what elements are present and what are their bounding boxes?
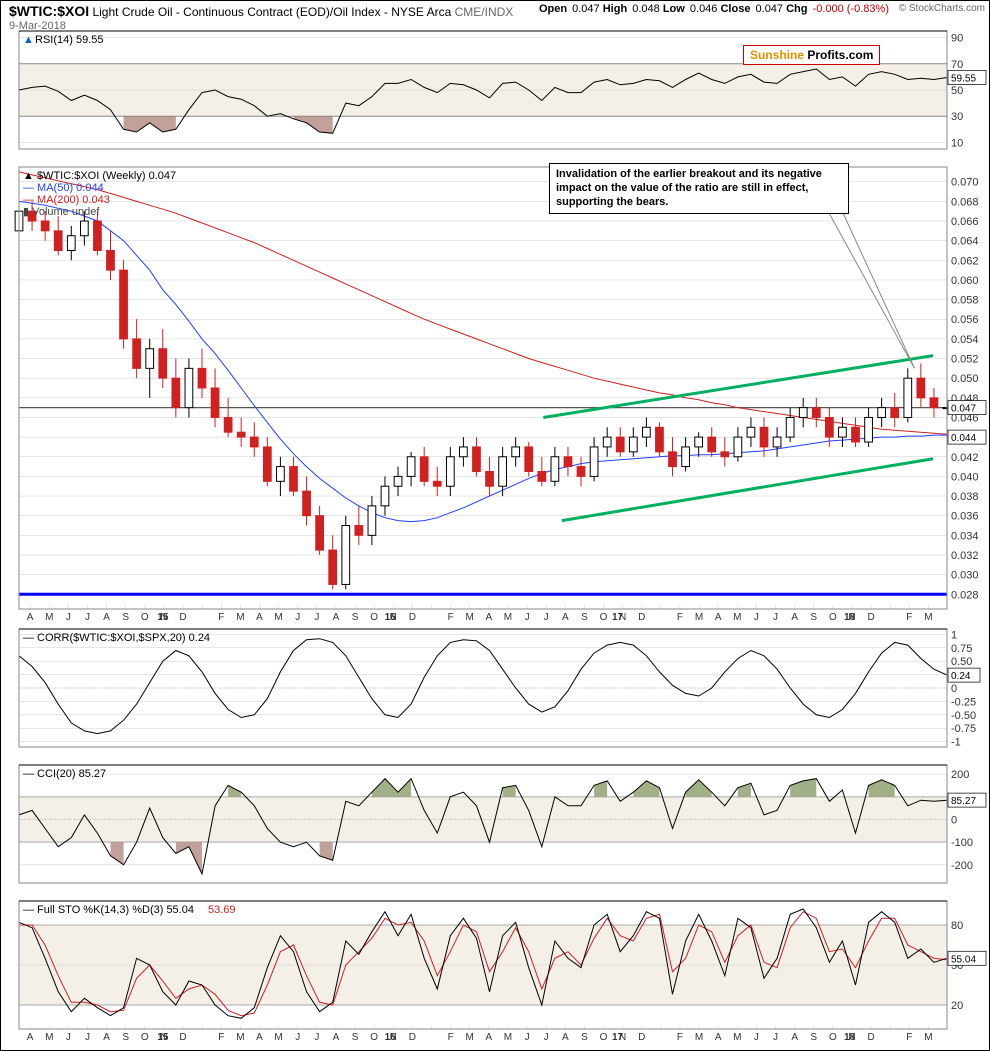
svg-text:D: D (867, 1032, 874, 1043)
svg-text:D: D (179, 1032, 186, 1043)
svg-text:— Full STO %K(14,3) %D(3) 55.0: — Full STO %K(14,3) %D(3) 55.04 (23, 904, 194, 916)
svg-text:M: M (274, 1032, 282, 1043)
svg-text:S: S (122, 1032, 129, 1043)
svg-text:J: J (66, 1032, 71, 1043)
svg-text:53.69: 53.69 (208, 904, 236, 916)
brand-watermark: Sunshine Profits.com (743, 45, 880, 65)
svg-text:J: J (525, 1032, 530, 1043)
svg-text:M: M (924, 1032, 932, 1043)
svg-text:J: J (295, 1032, 300, 1043)
svg-text:M: M (45, 1032, 53, 1043)
svg-text:O: O (370, 1032, 378, 1043)
svg-text:80: 80 (951, 920, 963, 932)
svg-text:A: A (715, 1032, 722, 1043)
svg-text:D: D (409, 1032, 416, 1043)
sto-panel: 205080— Full STO %K(14,3) %D(3) 55.0453.… (1, 1, 990, 1051)
svg-text:A: A (486, 1032, 493, 1043)
svg-text:16: 16 (385, 1032, 397, 1043)
svg-text:S: S (810, 1032, 817, 1043)
svg-text:J: J (85, 1032, 90, 1043)
svg-text:J: J (314, 1032, 319, 1043)
svg-text:M: M (695, 1032, 703, 1043)
svg-text:A: A (256, 1032, 263, 1043)
svg-text:S: S (581, 1032, 588, 1043)
svg-text:M: M (733, 1032, 741, 1043)
svg-text:J: J (773, 1032, 778, 1043)
svg-text:A: A (333, 1032, 340, 1043)
svg-text:O: O (829, 1032, 837, 1043)
svg-text:A: A (791, 1032, 798, 1043)
annotation-callout: Invalidation of the earlier breakout and… (549, 163, 849, 214)
svg-text:A: A (562, 1032, 569, 1043)
svg-text:20: 20 (951, 1000, 963, 1012)
svg-text:55.04: 55.04 (951, 954, 976, 965)
svg-text:15: 15 (157, 1032, 169, 1043)
svg-text:18: 18 (844, 1032, 856, 1043)
svg-text:17: 17 (612, 1032, 624, 1043)
svg-text:F: F (448, 1032, 454, 1043)
chart-wrapper: $WTIC:$XOI Light Crude Oil - Continuous … (0, 0, 990, 1051)
svg-text:A: A (27, 1032, 34, 1043)
svg-text:A: A (103, 1032, 110, 1043)
svg-text:O: O (600, 1032, 608, 1043)
svg-text:F: F (218, 1032, 224, 1043)
svg-text:F: F (677, 1032, 683, 1043)
svg-text:O: O (141, 1032, 149, 1043)
svg-text:F: F (906, 1032, 912, 1043)
svg-text:J: J (544, 1032, 549, 1043)
svg-text:M: M (504, 1032, 512, 1043)
svg-text:S: S (352, 1032, 359, 1043)
svg-text:M: M (236, 1032, 244, 1043)
svg-text:D: D (638, 1032, 645, 1043)
svg-text:J: J (754, 1032, 759, 1043)
svg-text:M: M (466, 1032, 474, 1043)
